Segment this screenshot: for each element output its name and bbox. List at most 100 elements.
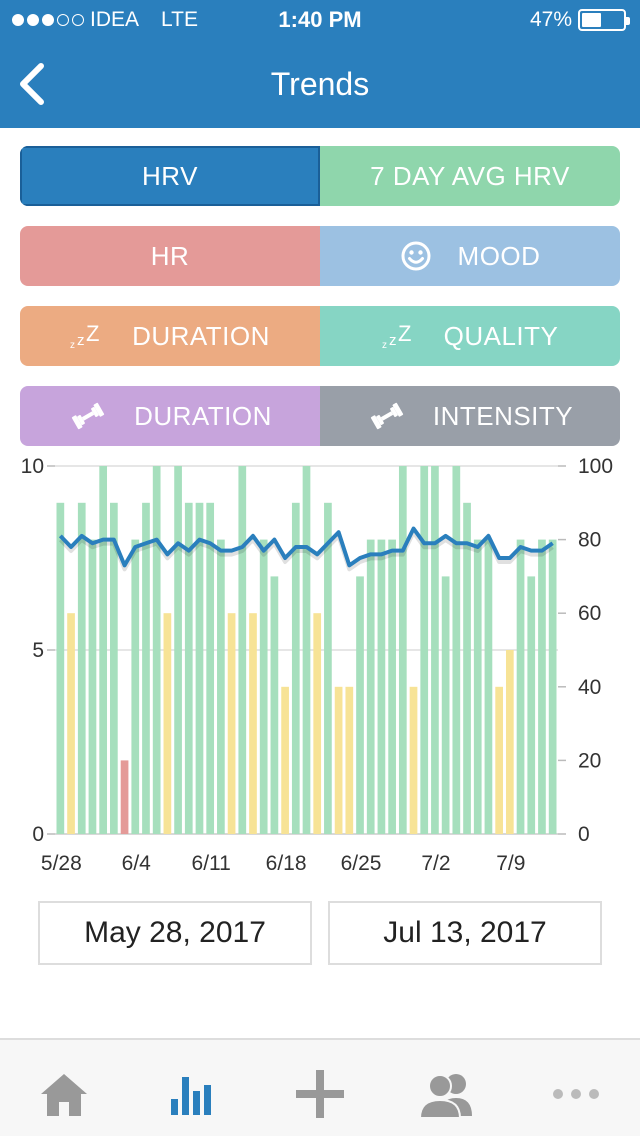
filter-mood-button[interactable]: MOOD xyxy=(320,226,620,286)
end-date-button[interactable]: Jul 13, 2017 xyxy=(328,901,602,965)
hrv-line xyxy=(58,526,554,568)
left-axis-tick-label: 0 xyxy=(32,823,44,846)
filter-hrv-button[interactable]: HRV xyxy=(20,146,320,206)
tab-people[interactable] xyxy=(418,1068,478,1120)
chart-bar xyxy=(152,466,161,834)
chart-bar xyxy=(67,613,75,834)
filter-workout-duration-label: DURATION xyxy=(134,400,272,431)
chart-bar xyxy=(270,576,279,834)
chevron-left-icon xyxy=(20,63,44,105)
status-bar: IDEA LTE 1:40 PM 47% xyxy=(0,0,640,40)
trends-chart-icon xyxy=(171,1077,211,1115)
x-axis-tick-label: 5/28 xyxy=(41,852,82,875)
tab-more[interactable] xyxy=(546,1068,606,1120)
svg-text:z: z xyxy=(70,340,76,351)
right-axis-tick-label: 60 xyxy=(578,602,601,625)
chart-bar xyxy=(217,539,225,834)
tab-bar xyxy=(0,1038,640,1136)
left-axis-tick-label: 10 xyxy=(21,455,44,478)
svg-text:Z: Z xyxy=(86,321,100,346)
home-icon xyxy=(41,1074,87,1116)
x-axis-tick-label: 6/25 xyxy=(341,852,382,875)
svg-text:Z: Z xyxy=(398,321,412,346)
chart-bar xyxy=(120,760,129,834)
chart-bar xyxy=(313,613,322,834)
chart-bar xyxy=(206,502,215,834)
sleep-zzz-icon: z z Z xyxy=(70,321,106,351)
chart-bar xyxy=(527,576,536,834)
page-title: Trends xyxy=(270,66,370,102)
chart-bar xyxy=(77,502,86,834)
status-time: 1:40 PM xyxy=(278,7,362,32)
more-icon xyxy=(553,1089,599,1099)
filter-row-hr: HR MOOD xyxy=(20,226,620,286)
filter-row-sleep: z z Z DURATION z z Z QUALITY xyxy=(20,306,620,366)
right-axis-tick-label: 0 xyxy=(578,823,590,846)
chart-bar xyxy=(291,502,300,834)
start-date-label: May 28, 2017 xyxy=(84,916,266,949)
back-button[interactable] xyxy=(8,58,56,110)
chart-bar xyxy=(324,502,332,834)
chart-bar xyxy=(356,576,364,834)
chart-bar xyxy=(463,502,471,834)
chart-bar xyxy=(441,576,450,834)
chart-bar xyxy=(484,539,493,834)
network-type: LTE xyxy=(161,8,198,31)
chart-bar xyxy=(302,466,311,834)
filter-mood-label: MOOD xyxy=(457,240,541,271)
chart-bar xyxy=(110,502,118,834)
x-axis-tick-label: 6/4 xyxy=(122,852,152,875)
battery-info: 47% xyxy=(530,8,630,32)
nav-bar: Trends xyxy=(0,40,640,128)
tab-home[interactable] xyxy=(34,1068,94,1120)
filter-sleep-duration-button[interactable]: z z Z DURATION xyxy=(20,306,320,366)
right-axis-tick-label: 80 xyxy=(578,529,601,552)
carrier-info: IDEA LTE xyxy=(12,8,198,32)
filter-sleep-quality-label: QUALITY xyxy=(443,320,559,351)
chart-bar xyxy=(420,466,429,834)
right-axis-tick-label: 100 xyxy=(578,455,613,478)
filter-hrv-label: HRV xyxy=(142,160,198,191)
tab-trends[interactable] xyxy=(162,1068,222,1120)
chart-bar xyxy=(131,539,140,834)
start-date-button[interactable]: May 28, 2017 xyxy=(38,901,312,965)
signal-strength-icon xyxy=(12,14,84,26)
chart-bar xyxy=(184,502,193,834)
chart-bar xyxy=(505,650,514,834)
battery-icon xyxy=(578,9,630,31)
smiley-icon xyxy=(400,240,432,272)
dumbbell-icon xyxy=(68,401,108,431)
filter-row-workout: DURATION INTENSITY xyxy=(20,386,620,446)
filter-sleep-duration-label: DURATION xyxy=(132,320,270,351)
chart-bar xyxy=(56,502,65,834)
filter-avg-hrv-button[interactable]: 7 DAY AVG HRV xyxy=(320,146,620,206)
chart-bar xyxy=(334,686,343,834)
chart-bar xyxy=(377,539,386,834)
chart-bar xyxy=(452,466,461,834)
chart-bar xyxy=(163,613,172,834)
add-icon xyxy=(296,1070,344,1118)
chart-bar xyxy=(495,686,503,834)
chart-bar xyxy=(88,539,97,834)
filter-workout-duration-button[interactable]: DURATION xyxy=(20,386,320,446)
chart-bar xyxy=(431,466,439,834)
chart-bar xyxy=(366,539,375,834)
filter-hr-button[interactable]: HR xyxy=(20,226,320,286)
x-axis-tick-label: 6/11 xyxy=(192,852,231,875)
filter-workout-intensity-button[interactable]: INTENSITY xyxy=(320,386,620,446)
chart-bar xyxy=(227,613,236,834)
right-axis-tick-label: 40 xyxy=(578,676,601,699)
tab-add[interactable] xyxy=(290,1068,350,1120)
chart-bar xyxy=(259,539,268,834)
filter-avg-hrv-label: 7 DAY AVG HRV xyxy=(370,160,570,191)
chart-bar xyxy=(398,466,407,834)
filter-hr-label: HR xyxy=(150,240,190,271)
chart-bar xyxy=(142,502,150,834)
filter-sleep-quality-button[interactable]: z z Z QUALITY xyxy=(320,306,620,366)
x-axis-tick-label: 6/18 xyxy=(266,852,307,875)
svg-text:z: z xyxy=(77,332,85,349)
right-axis-tick-label: 20 xyxy=(578,749,601,772)
filter-workout-intensity-label: INTENSITY xyxy=(432,400,574,431)
x-axis-tick-label: 7/2 xyxy=(421,852,450,875)
